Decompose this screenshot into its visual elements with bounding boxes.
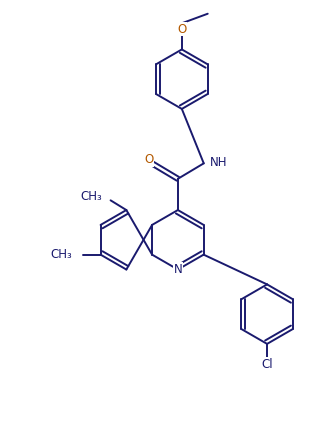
Text: Cl: Cl bbox=[261, 358, 273, 371]
Text: CH₃: CH₃ bbox=[50, 248, 72, 261]
Text: N: N bbox=[174, 263, 182, 276]
Text: NH: NH bbox=[210, 156, 227, 169]
Text: O: O bbox=[144, 153, 154, 166]
Text: O: O bbox=[177, 23, 187, 36]
Text: CH₃: CH₃ bbox=[80, 190, 102, 203]
